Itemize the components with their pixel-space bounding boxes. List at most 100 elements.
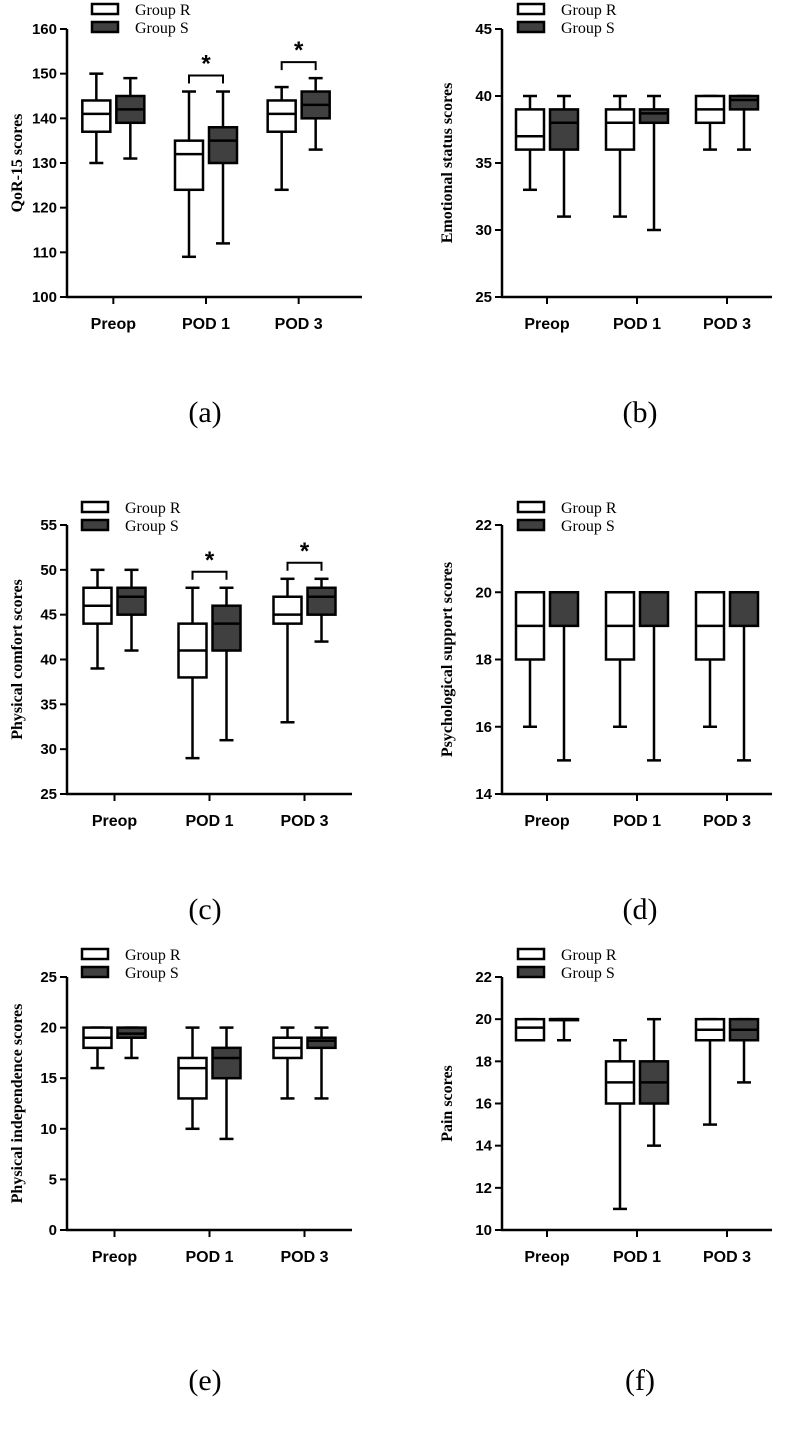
panel-b-box-group-r <box>514 94 546 192</box>
panel-c-y-tick-label: 50 <box>40 562 57 579</box>
panel-b-x-tick-label: POD 1 <box>613 316 661 333</box>
panel-e-box-group-s <box>211 1026 242 1141</box>
panel-e: 0 5 10 15 20 25 Preop POD 1 POD 3 Physical indepe… <box>9 947 352 1397</box>
panel-e-y-tick-label: 0 <box>49 1222 57 1239</box>
panel-a-significance-bracket: * <box>188 51 224 84</box>
panel-d-y-axis-label: Psychological support scores <box>439 562 456 757</box>
panel-f-box-group-r <box>604 1039 636 1211</box>
panel-a: 100 110 120 130 140 150 160 Preop POD 1 * POD 3 * Qo… <box>9 2 362 429</box>
panel-a-y-tick-label: 120 <box>32 200 57 217</box>
panel-c-x-tick-label: Preop <box>92 813 138 830</box>
panel-c-y-axis-label: Physical comfort scores <box>9 579 26 740</box>
panel-f-box-group-r <box>694 1017 726 1126</box>
panel-d-y-tick-label: 20 <box>475 584 492 601</box>
panel-a-y-tick-label: 140 <box>32 110 57 127</box>
panel-f-box-group-s <box>638 1017 670 1147</box>
panel-e-box-group-s <box>116 1026 147 1060</box>
panel-c-y-tick-label: 55 <box>40 517 57 534</box>
panel-c-significance-star: * <box>205 547 215 574</box>
panel-c-box-group-r <box>272 577 303 724</box>
panel-f-y-tick-label: 18 <box>475 1053 492 1070</box>
panel-f-x-tick-label: POD 1 <box>613 1249 661 1266</box>
panel-c-box-group-s <box>211 586 242 742</box>
panel-a-significance-bracket: * <box>280 37 317 71</box>
panel-a-box-group-s <box>300 76 331 151</box>
panel-e-y-tick-label: 5 <box>49 1171 57 1188</box>
panel-b-box-group-r <box>604 94 636 218</box>
panel-a-significance-star: * <box>294 37 304 64</box>
panel-b-y-tick-label: 45 <box>475 21 492 38</box>
panel-f-x-tick-label: POD 3 <box>703 1249 751 1266</box>
panel-a-significance-star: * <box>201 51 211 78</box>
panel-e-x-tick-label: Preop <box>92 1249 138 1266</box>
panel-b-x-tick-label: Preop <box>524 316 570 333</box>
panel-b-box-group-s <box>638 94 670 232</box>
panel-d: 14 16 18 20 22 Preop POD 1 POD 3 Psychological s… <box>439 500 772 926</box>
panel-c-legend-swatch-group-r <box>80 500 110 514</box>
panel-b: 25 30 35 40 45 Preop POD 1 POD 3 Emotional statu… <box>439 2 772 429</box>
panel-c-significance-bracket: * <box>286 538 323 571</box>
panel-e-legend-swatch-group-s <box>80 965 110 979</box>
panel-a-y-tick-label: 110 <box>33 244 57 261</box>
panel-a-box-group-s <box>207 90 239 245</box>
panel-f: 10 12 14 16 18 20 22 Preop POD 1 POD 3 Pain scores… <box>439 947 772 1397</box>
panel-e-box-group-r <box>177 1026 208 1131</box>
panel-d-label: (d) <box>623 893 658 926</box>
panel-e-y-tick-label: 20 <box>40 1020 57 1037</box>
panel-b-legend-label-group-s: Group S <box>561 20 615 37</box>
panel-c-box-group-s <box>306 577 337 643</box>
panel-e-label: (e) <box>188 1364 221 1397</box>
panel-f-y-tick-label: 20 <box>475 1011 492 1028</box>
panel-b-legend-swatch-group-r <box>516 2 546 16</box>
panel-e-y-axis-label: Physical independence scores <box>9 1004 26 1204</box>
panel-a-box-group-r <box>81 72 112 165</box>
panel-f-box-group-s <box>548 1017 580 1042</box>
panel-d-box-group-r <box>694 591 726 728</box>
panel-b-y-axis-label: Emotional status scores <box>439 83 456 244</box>
panel-b-y-tick-label: 30 <box>475 222 492 239</box>
panel-d-y-tick-label: 22 <box>475 517 492 534</box>
panel-c-legend-swatch-group-s <box>80 518 110 532</box>
panel-d-legend-label-group-r: Group R <box>561 500 617 517</box>
panel-d-legend-label-group-s: Group S <box>561 518 615 535</box>
panel-b-legend-swatch-group-s <box>516 20 546 34</box>
panel-c-x-tick-label: POD 1 <box>185 813 233 830</box>
panel-b-label: (b) <box>623 396 658 429</box>
panel-c-significance-star: * <box>300 538 310 565</box>
panel-c-box-group-s <box>116 568 147 652</box>
panel-a-box-group-r <box>173 90 205 259</box>
panel-e-y-tick-label: 10 <box>40 1121 57 1138</box>
panel-b-y-tick-label: 25 <box>475 289 492 306</box>
panel-f-y-tick-label: 16 <box>475 1096 492 1113</box>
panel-a-y-tick-label: 150 <box>32 66 57 83</box>
panel-c-legend-label-group-r: Group R <box>125 500 181 517</box>
panel-a-y-axis-label: QoR-15 scores <box>9 114 26 213</box>
panel-b-y-tick-label: 40 <box>475 88 492 105</box>
panel-c-y-tick-label: 30 <box>40 741 57 758</box>
panel-f-y-tick-label: 12 <box>475 1180 492 1197</box>
panel-d-y-tick-label: 18 <box>475 652 492 669</box>
panel-c-y-tick-label: 45 <box>40 607 57 624</box>
panel-a-box-group-r <box>266 85 297 192</box>
panel-f-y-tick-label: 10 <box>475 1222 492 1239</box>
panel-e-legend-label-group-s: Group S <box>125 965 179 982</box>
panel-a-y-tick-label: 100 <box>32 289 57 306</box>
panel-c-label: (c) <box>188 893 221 926</box>
panel-a-x-tick-label: POD 3 <box>275 316 323 333</box>
panel-f-legend-swatch-group-r <box>516 947 546 961</box>
panel-e-x-tick-label: POD 1 <box>185 1249 233 1266</box>
panel-f-legend-label-group-s: Group S <box>561 965 615 982</box>
panel-d-box-group-r <box>604 591 636 728</box>
panel-d-box-group-r <box>514 591 546 728</box>
panel-b-x-tick-label: POD 3 <box>703 316 751 333</box>
panel-d-box-group-s <box>638 591 670 762</box>
panel-f-legend-label-group-r: Group R <box>561 947 617 964</box>
panel-f-y-tick-label: 22 <box>475 969 492 986</box>
panel-a-legend-swatch-group-s <box>90 20 120 34</box>
